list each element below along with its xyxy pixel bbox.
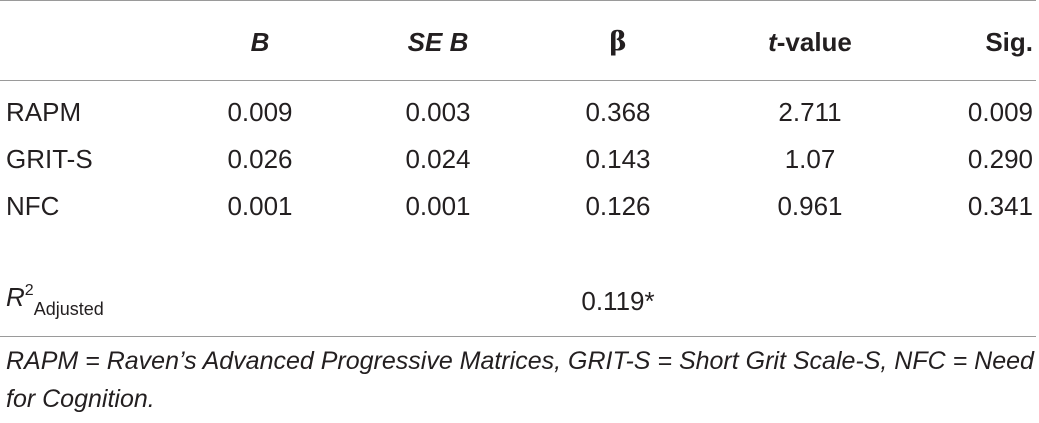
row-label: NFC [6,191,60,221]
cell-t: 2.711 [778,97,842,127]
table-footnote: RAPM = Raven’s Advanced Progressive Matr… [6,347,1034,413]
cell-t: 0.961 [777,191,843,221]
header-rule [0,80,1036,81]
header-beta: β [609,27,627,57]
bottom-rule [0,336,1036,337]
header-t-value: t-value [735,27,885,57]
cell-b: 0.026 [227,144,293,174]
r2-sub: Adjusted [33,299,104,319]
r2-var: R [6,282,25,312]
cell-se: 0.003 [405,97,471,127]
cell-beta: 0.126 [585,191,651,221]
cell-se: 0.001 [405,191,471,221]
cell-beta: 0.368 [585,97,651,127]
row-label: RAPM [6,97,82,127]
cell-sig: 0.009 [967,97,1033,127]
cell-se: 0.024 [405,144,471,174]
cell-sig: 0.341 [967,191,1033,221]
r2-adjusted-label: R2Adjusted [6,282,104,319]
header-b: B [250,27,270,57]
cell-b: 0.001 [227,191,293,221]
r2-adjusted-value: 0.119* [581,286,655,316]
header-t-var: t [768,27,777,57]
header-sig: Sig. [985,27,1033,57]
cell-b: 0.009 [227,97,293,127]
header-se-b: SE B [368,27,508,57]
header-se-prefix: SE [407,27,443,57]
header-se-var: B [449,27,469,57]
header-t-suffix: -value [776,27,852,57]
top-rule [0,0,1036,1]
cell-t: 1.07 [784,144,836,174]
cell-sig: 0.290 [967,144,1033,174]
r2-sup: 2 [24,282,34,299]
row-label: GRIT-S [6,144,93,174]
cell-beta: 0.143 [585,144,651,174]
